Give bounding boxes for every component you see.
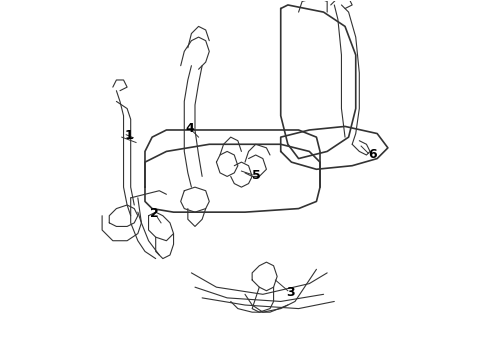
Text: 4: 4 — [185, 122, 194, 135]
Text: 1: 1 — [124, 129, 133, 142]
Text: 5: 5 — [252, 169, 261, 182]
Text: 6: 6 — [368, 148, 377, 161]
Text: 2: 2 — [149, 207, 158, 220]
Text: 3: 3 — [287, 286, 295, 299]
